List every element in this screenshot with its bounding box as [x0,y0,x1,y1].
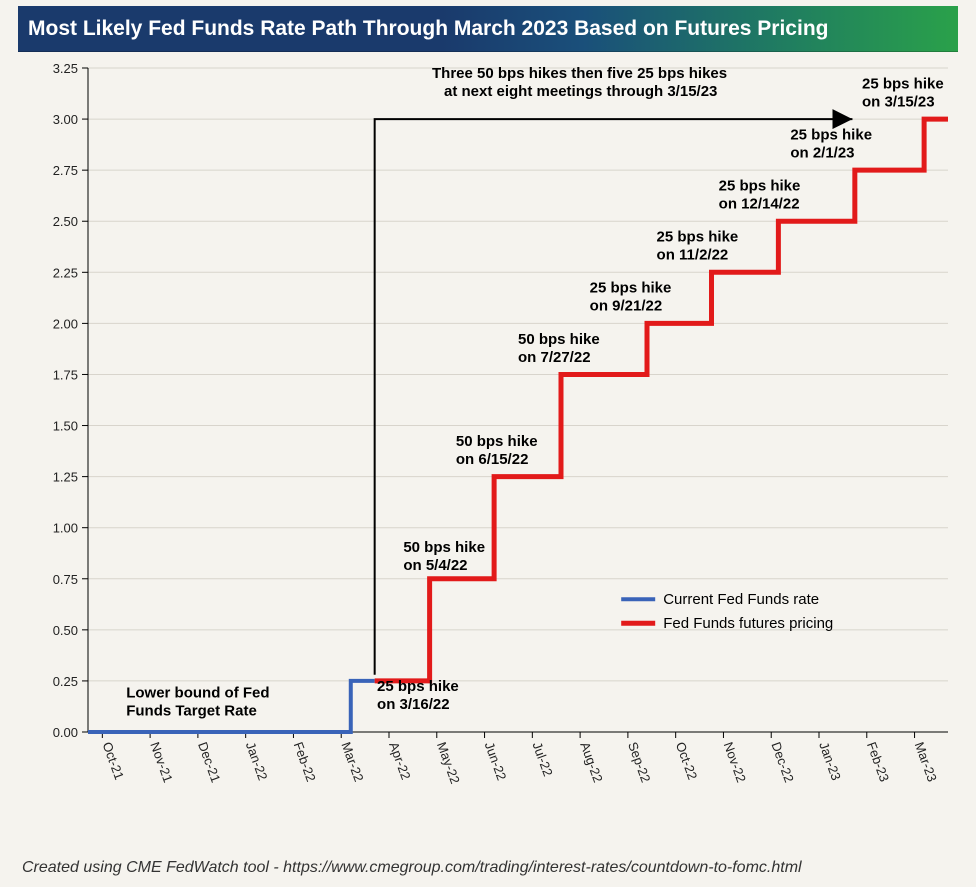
x-tick-label: Jan-23 [816,740,844,782]
x-tick-label: Nov-21 [147,740,175,785]
y-tick-label: 1.25 [53,470,78,485]
y-tick-label: 3.25 [53,61,78,76]
annotation-hike-0201-l1: 25 bps hike [790,127,872,144]
x-tick-label: Dec-21 [195,740,223,785]
annotation-hike-0615-l1: 50 bps hike [456,433,538,450]
annotation-lower-bound-l1: Lower bound of Fed [126,684,269,701]
annotation-hike-0201-l2: on 2/1/23 [790,145,854,162]
y-tick-label: 1.75 [53,367,78,382]
x-tick-label: Aug-22 [577,740,605,785]
x-tick-label: Jun-22 [482,740,510,782]
y-tick-label: 3.00 [53,112,78,127]
annotation-hike-1102-l2: on 11/2/22 [657,247,729,264]
y-tick-label: 2.00 [53,316,78,331]
annotation-hike-0504-l1: 50 bps hike [403,539,485,556]
x-tick-label: Oct-21 [100,740,127,782]
y-tick-label: 2.25 [53,265,78,280]
legend-item-futures: Fed Funds futures pricing [663,615,833,632]
x-tick-label: Apr-22 [386,740,413,782]
y-tick-label: 2.50 [53,214,78,229]
legend-item-current: Current Fed Funds rate [663,591,819,608]
chart-frame: Most Likely Fed Funds Rate Path Through … [0,0,976,887]
annotation-hike-0727-l2: on 7/27/22 [518,349,591,366]
y-tick-label: 0.25 [53,674,78,689]
annotation-hike-0921-l2: on 9/21/22 [590,298,663,315]
annotation-hike-0504-l2: on 5/4/22 [403,557,467,574]
y-tick-label: 0.00 [53,725,78,740]
x-tick-label: Mar-23 [912,740,940,784]
x-tick-label: Jan-22 [243,740,271,782]
chart-title: Most Likely Fed Funds Rate Path Through … [18,6,958,52]
x-tick-label: Mar-22 [338,740,366,784]
annotation-hike-0615-l2: on 6/15/22 [456,451,529,468]
series-futures [375,119,948,681]
annotation-hike-0316-l2: on 3/16/22 [377,696,450,713]
x-tick-label: Feb-23 [864,740,892,784]
annotation-hike-0921-l1: 25 bps hike [590,280,672,297]
annotation-hike-1214-l1: 25 bps hike [719,178,801,195]
y-tick-label: 1.50 [53,419,78,434]
annotation-hike-1102-l1: 25 bps hike [657,229,739,246]
annotation-hike-0315-l2: on 3/15/23 [862,93,935,110]
y-tick-label: 1.00 [53,521,78,536]
x-tick-label: Nov-22 [721,740,749,785]
x-tick-label: Dec-22 [768,740,796,785]
y-tick-label: 0.50 [53,623,78,638]
annotation-hike-0315-l1: 25 bps hike [862,75,944,92]
annotation-hike-0727-l1: 50 bps hike [518,331,600,348]
chart-area: 0.00 0.25 0.50 0.75 1.00 1.25 1.50 1.75 2.00 2.25… [18,56,958,826]
callout-text-l2: at next eight meetings through 3/15/23 [444,83,717,100]
x-tick-label: Sep-22 [625,740,653,785]
x-tick-label: May-22 [434,740,463,786]
chart-footer: Created using CME FedWatch tool - https:… [22,859,952,877]
x-tick-label: Feb-22 [291,740,319,784]
y-tick-label: 2.75 [53,163,78,178]
callout-text-l1: Three 50 bps hikes then five 25 bps hike… [432,65,727,82]
x-tick-label: Oct-22 [673,740,700,782]
chart-svg: 0.00 0.25 0.50 0.75 1.00 1.25 1.50 1.75 2.00 2.25… [18,56,958,826]
y-tick-label: 0.75 [53,572,78,587]
annotation-lower-bound-l2: Funds Target Rate [126,702,257,719]
annotation-hike-1214-l2: on 12/14/22 [719,196,800,213]
annotation-hike-0316-l1: 25 bps hike [377,678,459,695]
x-tick-label: Jul-22 [530,740,556,778]
